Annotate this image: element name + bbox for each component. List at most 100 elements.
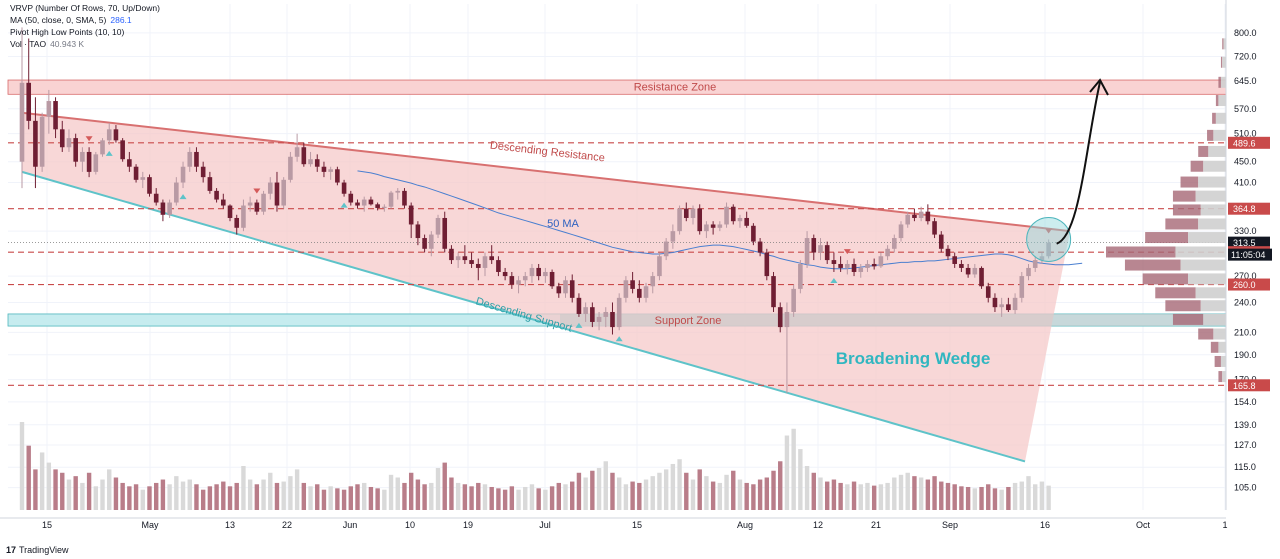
candle-body <box>1039 256 1045 261</box>
volume-bar <box>945 482 951 510</box>
profile-bar-down <box>1106 246 1176 258</box>
volume-bar <box>818 477 823 510</box>
legend-vol[interactable]: Vol · TAO 40.943 K <box>10 39 84 49</box>
time-axis[interactable]: 15 May 13 22 Jun 10 19 Jul 15 Aug 12 21 Sep 16 Oct 1 <box>0 517 1228 530</box>
volume-bar <box>992 488 998 510</box>
volume-bar <box>107 469 112 510</box>
candle-body <box>93 154 99 172</box>
volume-bar <box>684 472 689 510</box>
candle-body <box>569 280 575 298</box>
candle-body <box>637 288 642 298</box>
time-tick: Oct <box>1136 520 1151 530</box>
price-label-box <box>1228 278 1270 291</box>
volume-bar <box>838 482 843 510</box>
candle-body <box>905 214 911 225</box>
volume-bar <box>831 479 837 510</box>
volume-bar <box>194 484 199 510</box>
volume-bar <box>435 468 441 510</box>
candle-body <box>274 182 280 206</box>
tradingview-brand[interactable]: 17 TradingView <box>6 545 69 555</box>
candle-body <box>529 267 535 277</box>
profile-bar-down <box>1218 371 1223 383</box>
time-tick: 1 <box>1222 520 1227 530</box>
volume-bar <box>871 485 877 510</box>
candle-body <box>751 225 756 242</box>
volume-bar <box>549 486 555 510</box>
volume-bar <box>469 486 474 510</box>
candle-body <box>462 256 468 261</box>
candle-body <box>160 202 166 215</box>
candle-body <box>683 208 689 218</box>
candle-body <box>536 267 541 277</box>
legend-pivot[interactable]: Pivot High Low Points (10, 10) <box>10 27 124 37</box>
profile-bar-up <box>1220 355 1226 367</box>
volume-bar <box>113 477 119 510</box>
candle-body <box>831 260 837 264</box>
ma-value: 286.1 <box>110 15 132 25</box>
ma-line <box>357 170 1083 270</box>
candle-body <box>489 256 494 261</box>
candle-body <box>281 179 286 206</box>
candle-body <box>187 151 193 167</box>
volume-bar <box>764 477 770 510</box>
volume-bar <box>663 469 669 510</box>
volume-bar <box>570 481 575 510</box>
candle-body <box>878 256 884 267</box>
volume-bar <box>999 489 1004 510</box>
price-tick: 410.0 <box>1234 178 1257 188</box>
candle-body <box>670 231 676 242</box>
legend-ma[interactable]: MA (50, close, 0, SMA, 5) 286.1 <box>10 15 132 25</box>
volume-bar <box>657 472 662 510</box>
candle-body <box>697 208 703 232</box>
volume-bar <box>905 472 910 510</box>
candle-body <box>207 177 213 191</box>
volume-bar <box>375 488 380 510</box>
volume-bar <box>610 472 615 510</box>
candle-body <box>86 151 92 172</box>
volume-bar <box>959 486 964 510</box>
volume-bar <box>804 466 810 510</box>
profile-bar-down <box>1180 176 1199 188</box>
price-label-box <box>1228 379 1270 392</box>
profile-bar-down <box>1142 273 1189 285</box>
volume-bar <box>898 474 904 510</box>
volume-bar <box>73 476 78 510</box>
candle-body <box>824 245 830 261</box>
candle-body <box>791 288 796 312</box>
candle-body <box>871 263 877 267</box>
volume-bar <box>603 461 608 510</box>
candle-body <box>657 256 662 277</box>
price-tick: 154.0 <box>1234 397 1257 407</box>
candle-body <box>610 311 615 328</box>
volume-bar <box>845 484 850 510</box>
profile-bar-down <box>1190 160 1204 172</box>
pivot-label: Pivot High Low Points (10, 10) <box>10 27 125 37</box>
candle-body <box>643 286 649 298</box>
dashed-levels <box>8 142 1226 386</box>
volume-bar <box>630 481 635 510</box>
legend-vrvp[interactable]: VRVP (Number Of Rows, 70, Up/Down) <box>10 3 160 13</box>
candles[interactable] <box>19 27 1051 394</box>
volume-bar <box>509 486 515 510</box>
profile-bar-up <box>1203 160 1226 172</box>
candle-body <box>382 206 387 208</box>
profile-bar-down <box>1212 112 1216 124</box>
volume-bar <box>154 482 159 510</box>
price-label-box <box>1228 202 1270 215</box>
time-tick: Sep <box>942 520 958 530</box>
price-axis[interactable]: 800.0 720.0 645.0 570.0 510.0 450.0 410.0 330.0… <box>1225 0 1272 510</box>
candle-body <box>314 159 320 167</box>
price-label: 313.5 <box>1233 238 1256 248</box>
volume-bar <box>408 472 414 510</box>
candle-body <box>167 202 172 215</box>
profile-bar-down <box>1172 190 1196 202</box>
volume-bar <box>724 474 729 510</box>
time-tick: May <box>141 520 159 530</box>
volume-bar <box>321 489 327 510</box>
volume-bar <box>1026 476 1031 510</box>
profile-bar-down <box>1165 300 1201 312</box>
volume-bar <box>918 477 924 510</box>
candle-body <box>120 140 125 160</box>
volume-bar <box>986 484 991 510</box>
volume-bar <box>616 477 622 510</box>
